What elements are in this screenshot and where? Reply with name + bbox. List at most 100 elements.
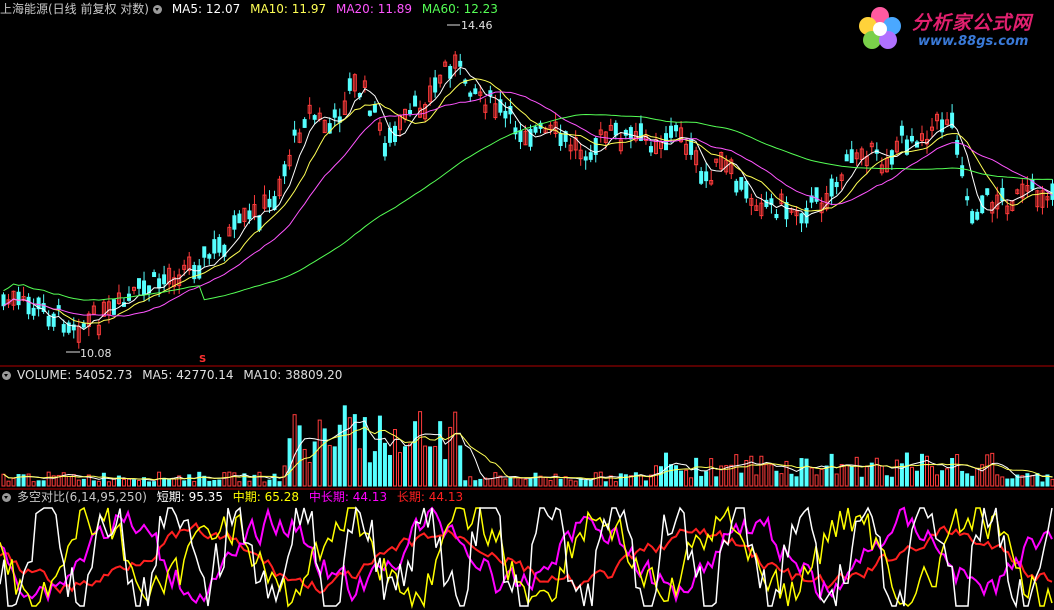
- candle-body: [930, 126, 935, 131]
- ma20-line: [3, 91, 1053, 317]
- candle-body: [458, 60, 463, 67]
- volume-bar: [237, 481, 242, 487]
- volume-bar: [202, 475, 207, 487]
- candle-body: [423, 104, 428, 120]
- candle-body: [372, 103, 377, 113]
- volume-bar: [854, 456, 859, 487]
- volume-bar: [684, 469, 689, 487]
- candle-body: [267, 198, 272, 208]
- volume-bar: [869, 462, 874, 487]
- volume-bar: [593, 472, 598, 487]
- volume-bar: [327, 444, 332, 487]
- volume-bar: [573, 480, 578, 487]
- candle-body: [684, 143, 689, 155]
- volume-panel-header: VOLUME: 54052.73 MA5: 42770.14 MA10: 388…: [0, 367, 348, 383]
- volume-bar: [960, 470, 965, 487]
- collapse-icon[interactable]: [2, 493, 11, 502]
- volume-bar: [674, 465, 679, 487]
- candle-body: [1000, 187, 1005, 202]
- volume-bar: [558, 478, 563, 487]
- mid-long-term-label: 中长期:: [308, 490, 349, 504]
- ma10-indicator: MA10: 11.97: [250, 2, 326, 16]
- volume-bar: [1040, 481, 1045, 487]
- candle-body: [518, 130, 523, 143]
- candle-body: [257, 215, 262, 231]
- low-price-label: 10.08: [80, 347, 112, 360]
- candle-body: [182, 264, 187, 270]
- main-panel-title: 上海能源(日线 前复权 对数): [0, 2, 149, 16]
- volume-bar: [463, 480, 468, 487]
- volume-bar: [287, 438, 292, 487]
- volume-bar: [834, 473, 839, 487]
- collapse-icon[interactable]: [2, 371, 11, 380]
- collapse-icon[interactable]: [153, 5, 162, 14]
- volume-bar: [111, 478, 116, 487]
- candle-body: [21, 296, 26, 301]
- volume-bar: [423, 445, 428, 487]
- volume-bar: [106, 481, 111, 487]
- volume-bar: [925, 455, 930, 487]
- price-candlestick-panel[interactable]: [1, 24, 1054, 353]
- volume-bar: [1025, 473, 1030, 487]
- signal-marker: S: [199, 354, 207, 365]
- volume-bar: [613, 481, 618, 487]
- watermark-title: 分析家公式网: [912, 12, 1033, 34]
- volume-bar: [131, 479, 136, 487]
- candle-body: [1020, 183, 1025, 199]
- volume-bar: [217, 479, 222, 487]
- candle-body: [824, 193, 829, 210]
- volume-bar: [232, 472, 237, 487]
- volume-bar: [1030, 475, 1035, 487]
- volume-bar: [392, 429, 397, 487]
- volume-bar: [809, 467, 814, 487]
- candle-body: [884, 157, 889, 173]
- candle-body: [618, 139, 623, 152]
- volume-bar: [864, 465, 869, 487]
- candle-body: [101, 301, 106, 317]
- volume-bar: [618, 473, 623, 487]
- volume-bar: [940, 470, 945, 487]
- ma60-indicator: MA60: 12.23: [422, 2, 498, 16]
- candle-body: [558, 133, 563, 147]
- candle-body: [985, 188, 990, 195]
- volume-bar: [603, 481, 608, 487]
- candle-body: [81, 323, 86, 328]
- volume-bar: [643, 480, 648, 487]
- candle-body: [734, 180, 739, 193]
- candle-body: [834, 182, 839, 188]
- candle-body: [819, 202, 824, 214]
- candle-body: [96, 324, 101, 336]
- candle-body: [227, 226, 232, 237]
- volume-bar: [172, 478, 177, 487]
- candle-body: [26, 296, 31, 315]
- volume-bar: [794, 476, 799, 487]
- candle-body: [91, 305, 96, 315]
- volume-bar: [142, 477, 147, 487]
- volume-bar: [498, 475, 503, 487]
- volume-bar: [774, 470, 779, 487]
- candle-body: [965, 196, 970, 201]
- volume-bar: [784, 460, 789, 487]
- candle-body: [428, 85, 433, 103]
- candle-body: [503, 110, 508, 119]
- long-short-oscillator-panel[interactable]: [0, 505, 1053, 609]
- volume-bar: [779, 473, 784, 487]
- candle-body: [995, 194, 1000, 210]
- volume-bar: [874, 457, 879, 487]
- candle-body: [729, 159, 734, 175]
- volume-bar: [21, 474, 26, 487]
- volume-bar: [61, 472, 66, 487]
- candle-body: [523, 130, 528, 146]
- high-price-label: 14.46: [461, 19, 493, 32]
- candle-body: [262, 194, 267, 209]
- volume-bar: [1, 473, 6, 487]
- volume-bar: [764, 464, 769, 487]
- candle-body: [172, 277, 177, 288]
- volume-bar: [247, 480, 252, 487]
- ma5-label: MA5:: [171, 2, 203, 16]
- volume-bar: [829, 453, 834, 487]
- candle-body: [990, 202, 995, 214]
- volume-panel[interactable]: [1, 405, 1054, 487]
- volume-bar: [1005, 478, 1010, 487]
